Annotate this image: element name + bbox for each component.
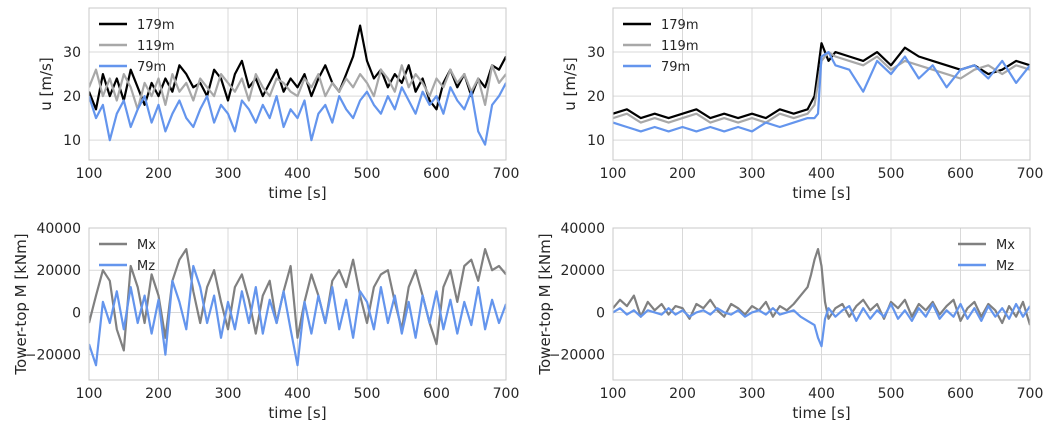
y-tick-label: −20000 (25, 348, 81, 364)
y-axis-label: u [m/s] (561, 57, 579, 110)
legend-label-119m: 119m (137, 39, 174, 54)
legend-label-179m: 179m (661, 18, 698, 33)
legend: Mx Mz (99, 238, 156, 274)
y-tick-label: 20000 (36, 263, 81, 279)
x-axis-label: time [s] (268, 404, 326, 422)
x-tick-label: 300 (215, 386, 242, 402)
y-tick-label: 20 (587, 89, 605, 105)
x-axis-label: time [s] (792, 184, 850, 202)
chart-panel-bottom-left: 100 200 300 400 500 600 700 −20000 0 20000 40000 ti… (12, 221, 519, 422)
series-line-179m (89, 24, 506, 111)
series-line-79m (613, 51, 1030, 133)
y-tick-label: 40000 (36, 221, 81, 237)
legend-label-mx: Mx (137, 238, 156, 253)
x-tick-label: 600 (947, 166, 974, 182)
x-tick-label: 100 (76, 166, 103, 182)
y-tick-label: 20000 (560, 263, 605, 279)
plot-frame (612, 7, 1031, 161)
legend-label-79m: 79m (137, 60, 166, 75)
series-line-mz (89, 264, 506, 367)
y-axis-label: Tower-top M [kNm] (536, 233, 554, 375)
y-tick-label: 10 (587, 133, 605, 149)
x-tick-label: 500 (878, 386, 905, 402)
x-tick-label: 200 (145, 386, 172, 402)
series-line-179m (613, 42, 1030, 120)
x-axis-label: time [s] (268, 184, 326, 202)
legend: 179m 119m 79m (99, 18, 174, 75)
x-tick-label: 200 (669, 386, 696, 402)
legend-label-mx: Mx (996, 238, 1015, 253)
y-tick-label: −20000 (549, 348, 605, 364)
series-line-mz (613, 302, 1030, 348)
x-tick-label: 300 (215, 166, 242, 182)
x-tick-label: 400 (284, 386, 311, 402)
y-tick-label: 30 (63, 45, 81, 61)
legend-label-79m: 79m (661, 60, 690, 75)
y-tick-label: 0 (596, 305, 605, 321)
x-tick-label: 200 (669, 166, 696, 182)
series-line-119m (89, 64, 506, 111)
y-tick-label: 30 (587, 45, 605, 61)
legend-label-119m: 119m (661, 39, 698, 54)
legend: Mx Mz (958, 238, 1015, 274)
x-tick-label: 500 (354, 166, 381, 182)
x-tick-label: 300 (739, 386, 766, 402)
chart-panel-top-right: 100 200 300 400 500 600 700 10 20 30 time [s] u [m/… (561, 7, 1044, 202)
y-tick-label: 10 (63, 133, 81, 149)
x-tick-label: 400 (808, 166, 835, 182)
x-axis-label: time [s] (792, 404, 850, 422)
x-tick-label: 300 (739, 166, 766, 182)
x-tick-label: 100 (600, 386, 627, 402)
plot-frame (612, 227, 1031, 381)
x-tick-label: 200 (145, 166, 172, 182)
x-tick-label: 700 (1017, 166, 1044, 182)
x-tick-label: 700 (1017, 386, 1044, 402)
legend-label-mz: Mz (996, 259, 1014, 274)
y-tick-label: 0 (72, 305, 81, 321)
chart-panel-bottom-right: 100 200 300 400 500 600 700 −20000 0 20000 40000 ti… (536, 221, 1043, 422)
legend-label-mz: Mz (137, 259, 155, 274)
x-tick-label: 400 (284, 166, 311, 182)
plot-frame (88, 7, 507, 161)
legend-label-179m: 179m (137, 18, 174, 33)
x-tick-label: 100 (76, 386, 103, 402)
x-tick-label: 600 (423, 166, 450, 182)
x-tick-label: 500 (354, 386, 381, 402)
x-tick-label: 700 (493, 166, 520, 182)
x-tick-label: 100 (600, 166, 627, 182)
legend: 179m 119m 79m (623, 18, 698, 75)
series-line-79m (89, 82, 506, 146)
plot-frame (88, 227, 507, 381)
y-tick-label: 40000 (560, 221, 605, 237)
x-tick-label: 400 (808, 386, 835, 402)
series-line-mx (89, 248, 506, 352)
y-tick-label: 20 (63, 89, 81, 105)
y-axis-label: Tower-top M [kNm] (12, 233, 30, 375)
y-axis-label: u [m/s] (37, 57, 55, 110)
x-tick-label: 600 (947, 386, 974, 402)
x-tick-label: 600 (423, 386, 450, 402)
x-tick-label: 500 (878, 166, 905, 182)
chart-panel-top-left: 100 200 300 400 500 600 700 10 20 30 time [s] u [m/… (37, 7, 520, 202)
x-tick-label: 700 (493, 386, 520, 402)
